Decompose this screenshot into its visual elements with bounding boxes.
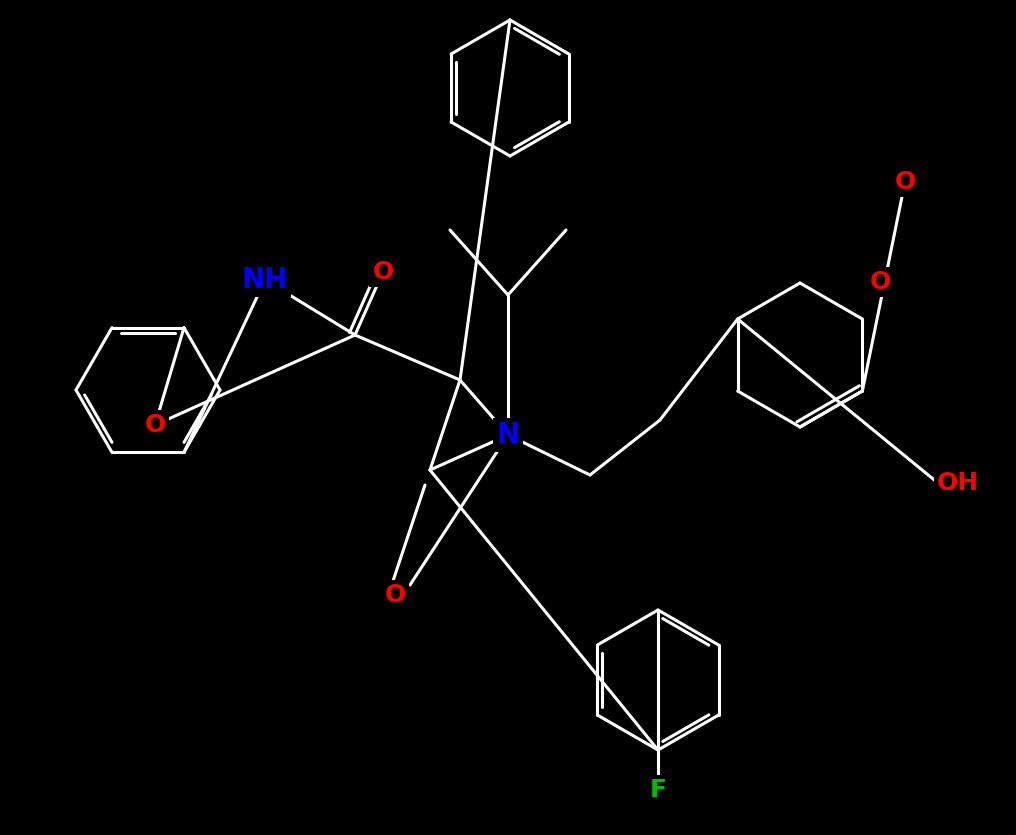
Text: O: O — [870, 270, 891, 294]
Text: NH: NH — [242, 266, 289, 294]
Text: O: O — [373, 260, 393, 284]
Text: O: O — [384, 583, 405, 607]
Text: O: O — [144, 413, 166, 437]
Text: N: N — [497, 421, 519, 449]
Text: F: F — [649, 778, 666, 802]
Text: O: O — [894, 170, 915, 194]
Text: OH: OH — [937, 471, 979, 495]
